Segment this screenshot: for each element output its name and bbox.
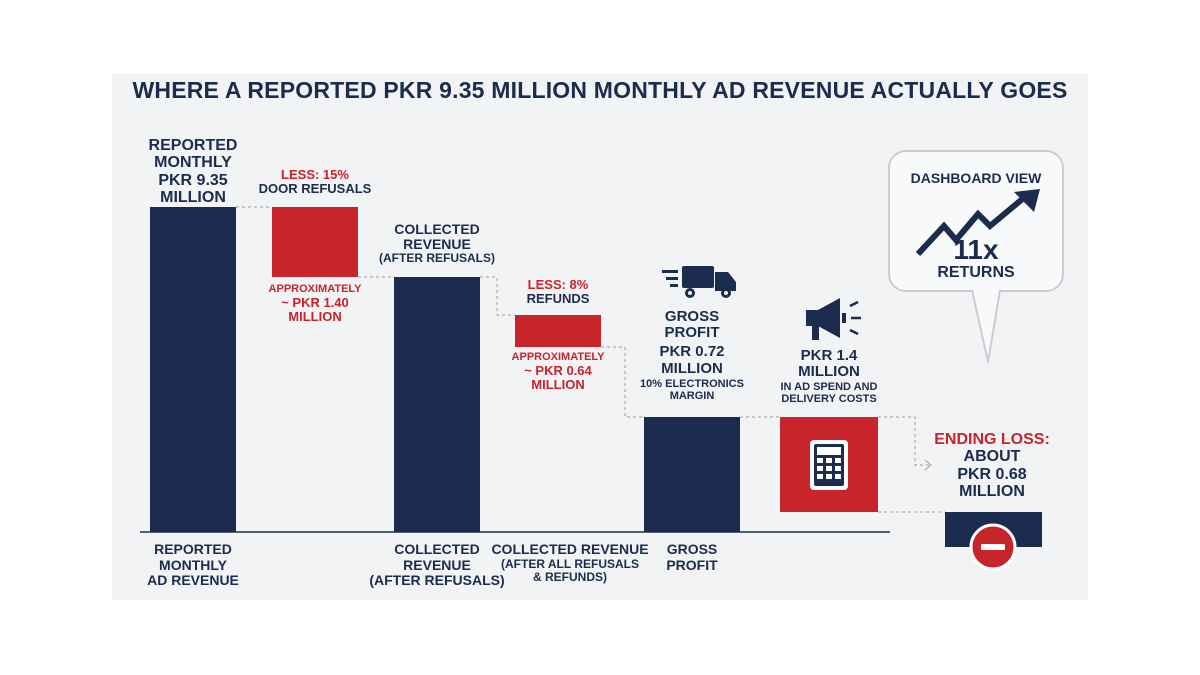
megaphone-icon [806, 298, 861, 340]
label-collected: COLLECTED REVENUE (AFTER REFUSALS) [379, 221, 495, 266]
axis-label-collected: COLLECTED REVENUE (AFTER REFUSALS) [369, 541, 505, 589]
label-gross-profit: GROSS PROFIT PKR 0.72 MILLION 10% ELECTR… [640, 308, 744, 402]
connector-line [601, 346, 644, 418]
bar-collected-revenue [394, 277, 480, 532]
bar-door-refusals [272, 207, 358, 277]
label-reported: REPORTED MONTHLY PKR 9.35 MILLION [148, 137, 238, 206]
callout-heading: DASHBOARD VIEW [910, 170, 1042, 186]
callout-big-number: 11x [953, 234, 999, 265]
connector-line [480, 276, 515, 316]
connector-arrow-icon [924, 459, 932, 471]
delivery-truck-icon [662, 266, 736, 298]
label-door-refusals: LESS: 15% DOOR REFUSALS [258, 167, 372, 197]
connector-line [878, 416, 930, 466]
minus-circle-icon [969, 523, 1017, 571]
chart-title: WHERE A REPORTED PKR 9.35 MILLION MONTHL… [132, 77, 1068, 103]
label-ad-spend: PKR 1.4 MILLION IN AD SPEND AND DELIVERY… [780, 347, 878, 406]
bar-gross-profit [644, 417, 740, 532]
axis-label-after-refunds: COLLECTED REVENUE (AFTER ALL REFUSALS & … [491, 541, 649, 585]
axis-label-gross-profit: GROSS PROFIT [666, 541, 718, 573]
label-refunds: LESS: 8% REFUNDS [526, 277, 590, 307]
axis-label-reported: REPORTED MONTHLY AD REVENUE [147, 541, 239, 589]
callout-sub: RETURNS [937, 264, 1015, 281]
bar-refunds [515, 315, 601, 347]
bar-reported-revenue [150, 207, 236, 532]
label-refunds-amount: APPROXIMATELY ~ PKR 0.64 MILLION [511, 351, 605, 392]
calculator-icon [810, 440, 848, 490]
label-ending-loss: ENDING LOSS: ABOUT PKR 0.68 MILLION [934, 431, 1050, 500]
label-door-refusals-amount: APPROXIMATELY ~ PKR 1.40 MILLION [268, 283, 362, 324]
